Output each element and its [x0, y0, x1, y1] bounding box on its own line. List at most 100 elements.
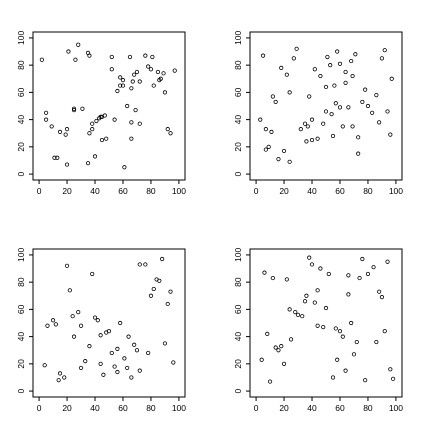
data-point: [87, 344, 92, 349]
data-point: [64, 162, 70, 167]
data-point: [349, 58, 354, 64]
data-point: [161, 71, 166, 76]
data-point: [143, 262, 148, 267]
data-point: [134, 69, 140, 75]
data-point: [70, 314, 75, 319]
scatter-panel: 0 20 40 60 80 100 0 20 40 60 80 100: [233, 31, 403, 196]
data-point: [62, 375, 67, 380]
data-point: [385, 109, 390, 114]
data-point: [71, 107, 77, 113]
data-point: [363, 378, 368, 383]
plot-frame: [32, 31, 186, 181]
x-tick-label: 0: [254, 186, 259, 196]
plot-frame: [249, 31, 403, 181]
data-point: [94, 118, 99, 124]
data-point: [309, 137, 315, 143]
data-point: [333, 101, 338, 106]
data-point: [146, 64, 151, 69]
data-point: [104, 136, 109, 141]
data-point: [309, 262, 315, 267]
data-point: [315, 323, 320, 328]
data-point: [273, 99, 278, 105]
data-point: [309, 117, 315, 122]
data-point: [318, 73, 323, 79]
y-tick-label: 100: [16, 31, 26, 45]
data-point: [328, 63, 333, 68]
data-point: [335, 49, 340, 54]
data-point: [300, 314, 305, 319]
data-point: [260, 53, 266, 58]
data-point: [90, 121, 95, 126]
data-point: [382, 48, 387, 53]
data-point: [172, 68, 177, 73]
data-point: [118, 320, 123, 326]
data-point: [71, 334, 77, 339]
y-tick-label: 0: [16, 171, 26, 176]
data-point: [312, 300, 317, 305]
data-point: [287, 159, 292, 164]
data-point: [269, 129, 274, 134]
data-point: [78, 323, 84, 328]
y-tick-label: 0: [233, 388, 243, 393]
data-point: [265, 331, 270, 336]
data-point: [130, 79, 135, 84]
data-point: [125, 103, 130, 109]
data-point: [106, 329, 112, 334]
data-point: [284, 72, 289, 77]
data-point: [323, 109, 329, 114]
data-point: [64, 263, 70, 268]
data-point: [304, 293, 309, 298]
data-point: [129, 136, 134, 141]
data-point: [325, 54, 330, 60]
scatter-panel: 0 20 40 60 80 100 0 20 40 60 80 100: [233, 248, 403, 413]
data-point: [315, 288, 320, 293]
data-point: [371, 265, 376, 270]
y-tick-label: 0: [233, 171, 243, 176]
data-point: [281, 148, 287, 154]
x-tick-label: 80: [363, 403, 373, 413]
y-tick-label: 20: [16, 359, 26, 369]
y-tick-label: 20: [16, 142, 26, 152]
data-point: [90, 271, 95, 277]
y-tick-label: 40: [233, 115, 243, 125]
y-tick-label: 40: [233, 332, 243, 342]
data-point: [95, 318, 100, 323]
data-point: [335, 357, 340, 362]
y-tick-label: 0: [16, 388, 26, 393]
data-point: [360, 99, 365, 105]
data-point: [87, 53, 92, 58]
data-point: [354, 339, 359, 345]
x-tick-label: 100: [389, 186, 403, 196]
x-tick-label: 60: [118, 403, 128, 413]
data-point: [132, 342, 137, 347]
data-point: [329, 112, 334, 117]
x-tick-label: 0: [37, 403, 42, 413]
data-point: [293, 310, 298, 315]
data-point: [360, 256, 365, 262]
x-tick-label: 60: [335, 403, 345, 413]
data-point: [357, 275, 362, 281]
y-tick-label: 20: [233, 359, 243, 369]
data-point: [90, 127, 95, 132]
data-point: [346, 105, 351, 110]
data-point: [50, 318, 56, 323]
scatter-panel: 0 20 40 60 80 100 0 20 40 60 80 100: [16, 248, 186, 413]
y-tick-label: 20: [233, 142, 243, 152]
x-tick-label: 20: [279, 403, 289, 413]
data-point: [132, 72, 137, 77]
data-point: [57, 371, 63, 376]
data-point: [85, 161, 91, 166]
data-point: [266, 144, 271, 149]
data-point: [83, 359, 88, 364]
data-point: [374, 339, 379, 345]
data-point: [349, 320, 354, 326]
data-point: [148, 67, 154, 72]
data-point: [330, 375, 336, 380]
data-point: [158, 76, 163, 81]
data-point: [353, 52, 358, 57]
data-point: [76, 310, 81, 315]
data-point: [67, 288, 72, 293]
data-point: [78, 365, 84, 371]
data-point: [57, 129, 63, 134]
data-point: [137, 368, 142, 373]
